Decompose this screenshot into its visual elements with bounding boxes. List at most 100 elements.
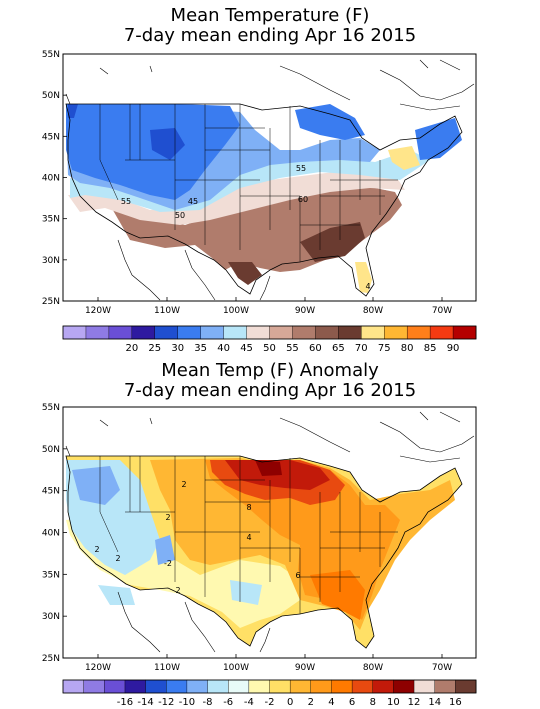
map2-colorbar-label: 10: [387, 697, 400, 708]
map1-colorbar: 20 25 30 35 40 45 50 55 60 65 70 75 80 85 90: [62, 325, 477, 354]
map1-colorbar-swatch: [429, 325, 454, 340]
map2-geography: [65, 411, 475, 653]
map1-colorbar-swatch: [223, 325, 248, 340]
map2-contour-label: -2: [164, 559, 172, 568]
map1-colorbar-swatch: [200, 325, 225, 340]
map1-colorbar-label: 30: [171, 343, 184, 354]
map1-colorbar-label: 45: [240, 343, 253, 354]
map2-zone-neg2: [72, 466, 175, 565]
map2-colorbar-swatch: [289, 679, 312, 694]
map2-colorbar-swatch: [455, 679, 477, 694]
map2-colorbar-swatch: [145, 679, 167, 694]
map1-axes: 55N 50N 45N 40N 35N 30N 25N 120W 110W 100W 90W 80W 7…: [42, 50, 452, 316]
map1-colorbar-label: 70: [355, 343, 368, 354]
map1-lat-label: 25N: [42, 297, 60, 307]
map2-colorbar-label: -12: [158, 697, 174, 708]
map1-colorbar-border: [62, 325, 477, 340]
map1-lon-label: 100W: [223, 306, 249, 316]
map2-colorbar-label: -14: [137, 697, 153, 708]
map2-state-lines: [99, 456, 398, 614]
map2-colorbar-swatch: [269, 679, 291, 694]
map1-colorbar-label: 35: [194, 343, 207, 354]
map2-colorbar-label: -10: [179, 697, 195, 708]
map1-contour-label: 55: [296, 164, 306, 173]
map1-state-lines: [99, 104, 398, 262]
map1-contour-label: 50: [175, 211, 185, 220]
map2-colorbar-label: 2: [308, 697, 314, 708]
map1-colorbar-label: 80: [401, 343, 414, 354]
map2-zone-12: [255, 460, 282, 476]
map2-contour-label: 6: [295, 571, 300, 580]
map2-contour-labels: 2 2 -2 2 8 4 2 6 2: [94, 480, 300, 595]
map1-lon-label: 90W: [295, 306, 315, 316]
map1-canada-coast: [65, 59, 475, 111]
map1-colorbar-label: 60: [309, 343, 322, 354]
map2-colorbar-swatch: [166, 679, 188, 694]
map2-colorbar-swatch: [351, 679, 374, 694]
map1-colorbar-swatch: [131, 325, 156, 340]
map2-colorbar-swatch: [186, 679, 209, 694]
map1-colorbar-label: 55: [286, 343, 299, 354]
map2-contour-label: 2: [175, 586, 180, 595]
map2-colorbar-label: -8: [203, 697, 213, 708]
map1-colorbar-swatch: [246, 325, 271, 340]
map2-panel: 55N 50N 45N 40N 35N 30N 25N 120W 110W 100W 90W 80W 7…: [42, 403, 477, 708]
map1-lat-label: 40N: [42, 174, 60, 184]
map2-lon-label: 110W: [154, 663, 180, 673]
map1-colorbar-label: 90: [447, 343, 460, 354]
map1-colorbar-swatch: [361, 325, 385, 340]
map1-zone-60-65-ne: [388, 146, 420, 170]
map2-shading: [66, 456, 462, 648]
map2-contour-label: 2: [165, 513, 170, 522]
map2-mexico: [117, 591, 271, 653]
map1-zone-75-80: [228, 222, 365, 285]
map2-colorbar-label: 4: [328, 697, 334, 708]
map1-lat-label: 55N: [42, 50, 60, 60]
map1-title-line2: 7-day mean ending Apr 16 2015: [123, 25, 417, 46]
map1-contour-label: 55: [121, 197, 131, 206]
map2-contour-label: 2: [181, 480, 186, 489]
map2-lat-label: 30N: [42, 612, 60, 622]
map2-colorbar-swatch: [227, 679, 250, 694]
map1-mexico: [117, 239, 271, 301]
map2-colorbar-label: -4: [244, 697, 254, 708]
map1-colorbar-swatch: [62, 325, 87, 340]
map1-colorbar-swatch: [338, 325, 362, 340]
map2-lon-label: 80W: [363, 663, 383, 673]
map1-panel: 55N 50N 45N 40N 35N 30N 25N 120W 110W 100W 90W 80W 7…: [42, 50, 477, 354]
map2-colorbar-border: [62, 679, 477, 694]
map2-colorbar: -16 -14 -12 -10 -8 -6 -4 -2 0 2 4 6 8 10 12 14 16: [62, 679, 477, 708]
map1-geography: [65, 59, 475, 301]
map2-colorbar-label: 6: [349, 697, 355, 708]
map2-contour-label: 2: [115, 554, 120, 563]
map2-colorbar-label: 12: [408, 697, 421, 708]
map1-contour-label: 60: [298, 195, 308, 204]
map1-lat-label: 45N: [42, 132, 60, 142]
map1-colorbar-label: 75: [378, 343, 391, 354]
map2-us-outline: [65, 455, 463, 649]
map1-colorbar-swatch: [85, 325, 110, 340]
map1-lat-label: 35N: [42, 215, 60, 225]
map1-colorbar-label: 50: [263, 343, 276, 354]
map2-contour-label: 4: [246, 533, 251, 542]
map1-colorbar-swatch: [154, 325, 179, 340]
map2-lat-label: 55N: [42, 403, 60, 413]
map2-colorbar-label: 0: [287, 697, 293, 708]
map1-colorbar-label: 85: [424, 343, 437, 354]
map2-colorbar-label: 16: [449, 697, 462, 708]
map1-colorbar-label: 40: [217, 343, 230, 354]
map2-colorbar-label: 14: [428, 697, 441, 708]
map2-colorbar-label: -16: [117, 697, 133, 708]
map2-lon-label: 120W: [85, 663, 111, 673]
map1-colorbar-swatch: [269, 325, 293, 340]
map1-contour-label: 45: [188, 197, 198, 206]
map2-canada-coast: [65, 411, 475, 463]
map2-colorbar-label: -2: [265, 697, 275, 708]
map2-contour-label: 2: [94, 545, 99, 554]
map2-lat-label: 35N: [42, 570, 60, 580]
map2-lon-label: 70W: [432, 663, 452, 673]
map1-colorbar-swatch: [108, 325, 133, 340]
map1-zone-45-50: [66, 104, 462, 200]
map2-zone-neg: [66, 460, 262, 605]
